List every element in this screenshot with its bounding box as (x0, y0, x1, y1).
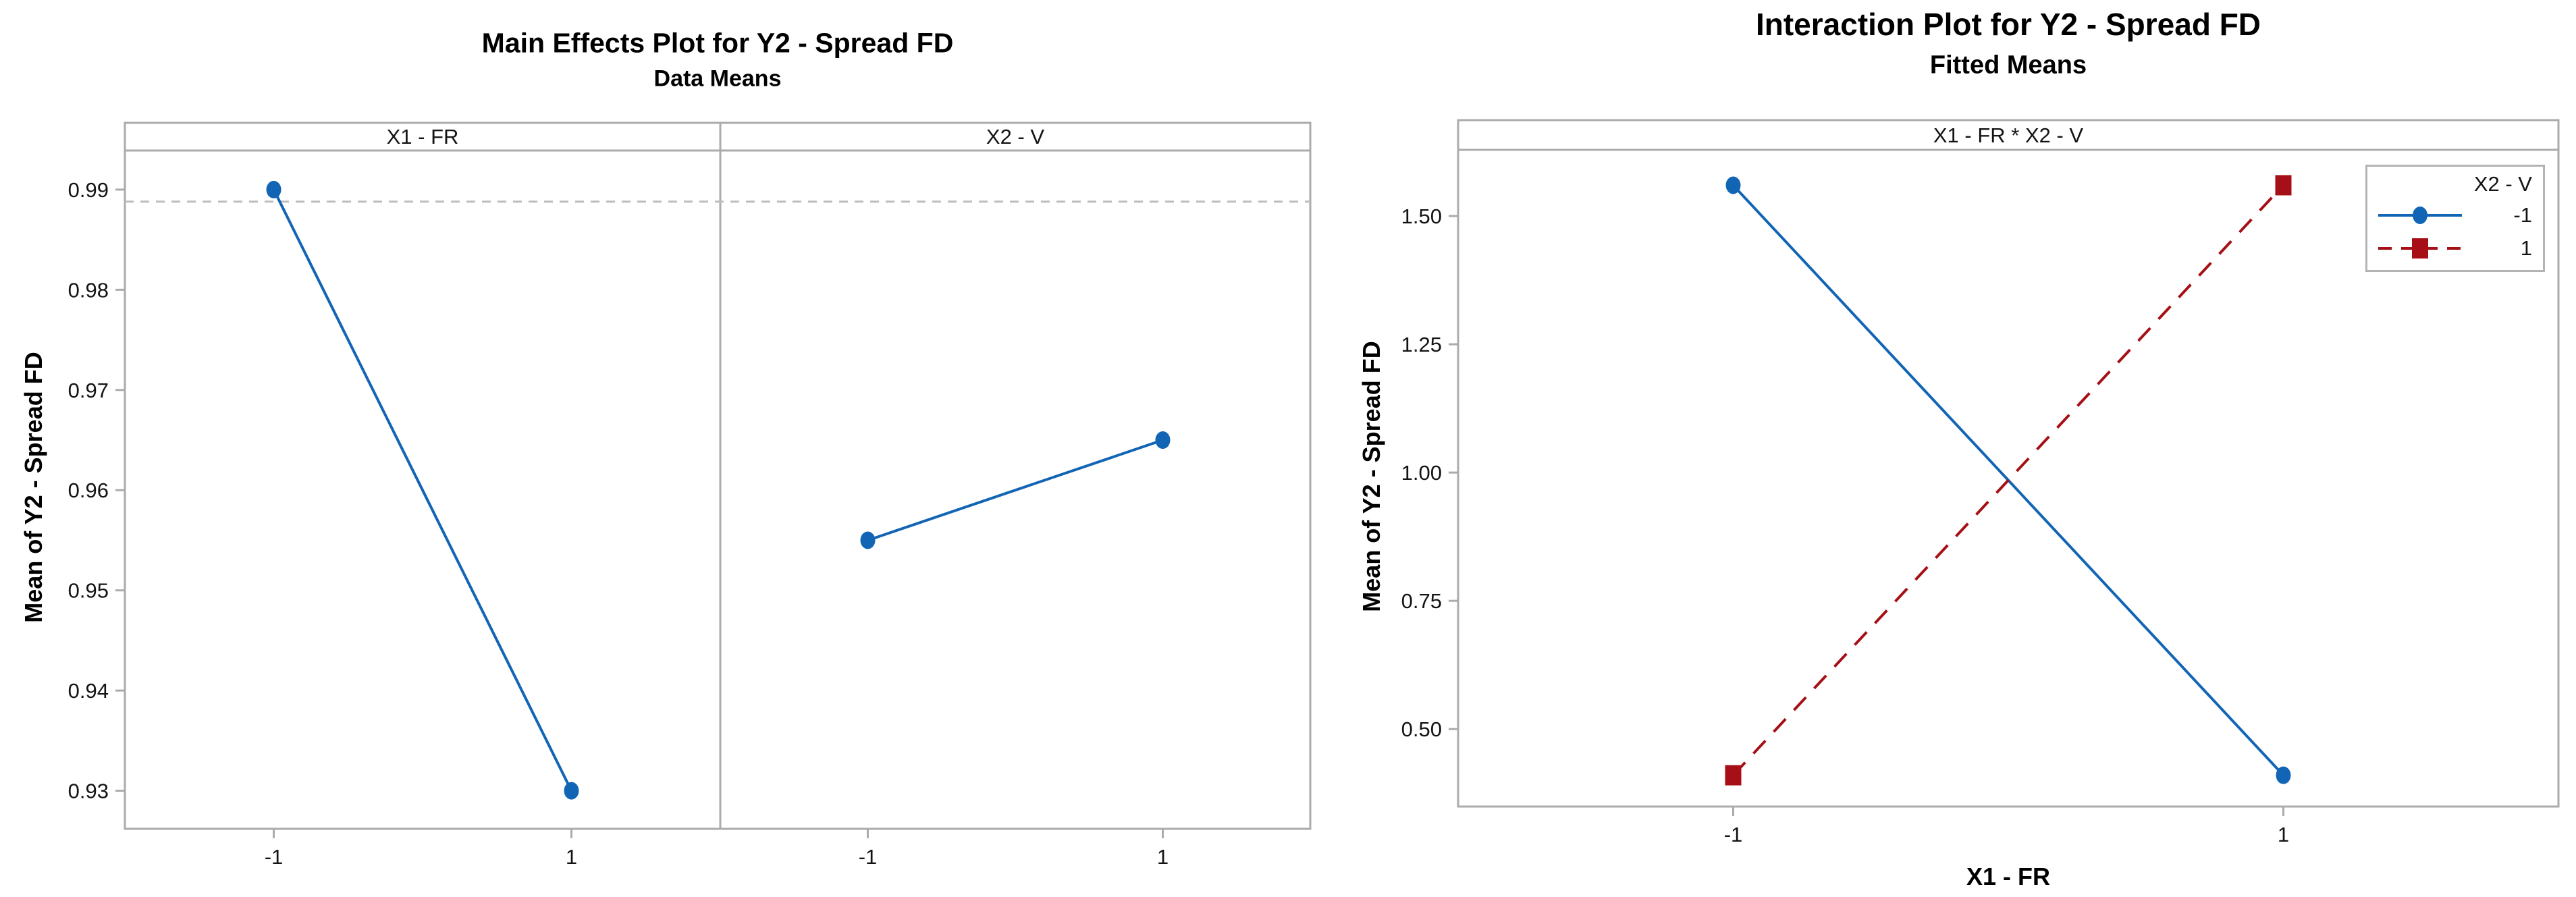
x-tick-label: 1 (566, 845, 577, 869)
interaction-x-axis-title: X1 - FR (1966, 863, 2051, 890)
interaction-subtitle: Fitted Means (1929, 51, 2087, 80)
legend-sample-marker (2412, 238, 2428, 259)
y-tick-label: 1.25 (1401, 333, 1442, 356)
y-tick-label: 0.94 (68, 679, 109, 703)
legend-sample-red-dashed-square (2378, 238, 2462, 259)
main-effects-y-axis-title: Mean of Y2 - Spread FD (20, 352, 47, 623)
x-tick-label: -1 (1724, 823, 1743, 846)
legend-label: -1 (2513, 203, 2532, 227)
x-tick-label: 1 (1157, 845, 1169, 869)
legend-sample-marker (2413, 207, 2427, 225)
data-point-marker (860, 531, 876, 549)
panel-header-x2-v: X2 - V (986, 125, 1045, 148)
main-effects-title: Main Effects Plot for Y2 - Spread FD (481, 27, 954, 59)
y-tick-label: 0.98 (68, 278, 109, 302)
interaction-line-1 (1732, 184, 2284, 776)
y-tick-label: 0.97 (68, 379, 109, 402)
y-tick-label: 0.99 (68, 178, 109, 202)
interaction-panel-header: X1 - FR * X2 - V (1933, 124, 2084, 147)
y-tick-label: 0.96 (68, 479, 109, 502)
legend-sample-blue-solid-circle (2378, 207, 2462, 225)
interaction-y-axis-title: Mean of Y2 - Spread FD (1358, 341, 1385, 612)
x-tick-label: 1 (2278, 823, 2289, 846)
legend-row-minus1: -1 (2376, 199, 2532, 232)
x-tick-label: -1 (859, 845, 878, 869)
legend-title: X2 - V (2473, 172, 2532, 196)
panel-header-x1-fr: X1 - FR (386, 125, 459, 148)
data-point-marker (1725, 176, 1741, 194)
interaction-plot-frame (1457, 119, 2560, 808)
legend-row-plus1: 1 (2376, 232, 2532, 265)
main-effects-line (272, 189, 573, 792)
data-point-marker (1155, 431, 1171, 450)
data-point-marker (2276, 766, 2291, 784)
data-point-marker (266, 180, 281, 198)
legend-label: 1 (2520, 236, 2532, 260)
interaction-title: Interaction Plot for Y2 - Spread FD (1755, 7, 2261, 42)
x-tick-label: -1 (265, 845, 284, 869)
main-effects-subtitle: Data Means (653, 65, 782, 92)
y-tick-label: 0.93 (68, 780, 109, 803)
y-tick-label: 1.50 (1401, 205, 1442, 228)
y-tick-label: 1.00 (1401, 461, 1442, 485)
main-effects-plot-frame (124, 121, 1312, 830)
main-effects-line (867, 439, 1164, 542)
y-tick-label: 0.75 (1401, 589, 1442, 613)
y-tick-label: 0.95 (68, 579, 109, 603)
data-point-marker (564, 782, 579, 800)
y-tick-label: 0.50 (1401, 717, 1442, 741)
data-point-marker (1725, 765, 1742, 786)
data-point-marker (2275, 175, 2292, 196)
legend-box: X2 - V -1 1 (2365, 165, 2545, 272)
